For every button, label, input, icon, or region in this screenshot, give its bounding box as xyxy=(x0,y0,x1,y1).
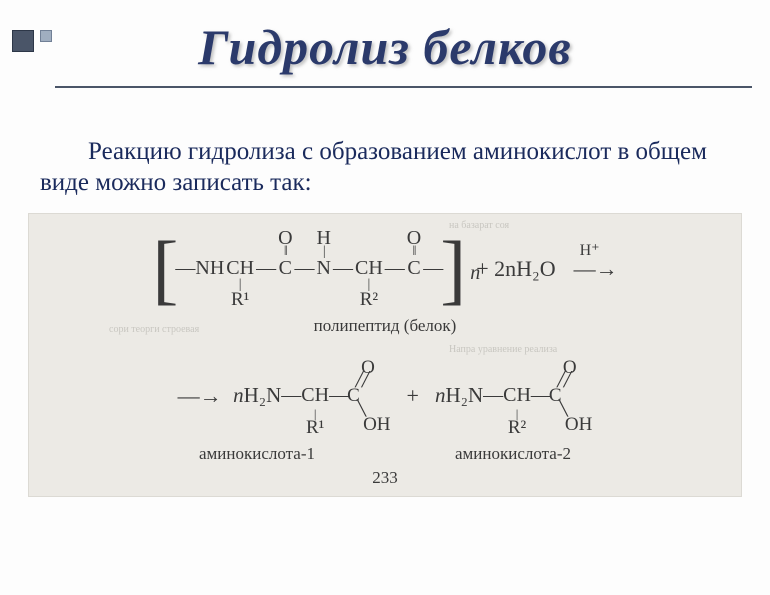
bond: —NH xyxy=(175,257,224,280)
divider-line xyxy=(55,86,752,88)
carbonyl-1: O ‖ C xyxy=(278,228,292,310)
carbonyl-2: O ‖ C xyxy=(407,228,421,310)
plus-sign: + 2nH₂O xyxy=(476,256,555,282)
catalyst-label: H⁺ xyxy=(580,240,600,260)
reaction-line-2: —→ n H₂N — CH | R¹ — O ╱╱ C ╲ OH + xyxy=(49,354,721,438)
product-labels: аминокислота-1 аминокислота-2 xyxy=(49,444,721,464)
plus-sign: + xyxy=(407,383,419,409)
bond: — xyxy=(295,257,315,280)
slide-title: Гидролиз белков xyxy=(0,18,770,76)
reaction-line-1: [ —NH CH | R¹ — O ‖ C — H | N — xyxy=(49,228,721,310)
reaction-arrow: H⁺ —→ xyxy=(574,256,618,282)
corner-decoration xyxy=(12,30,52,57)
bond: — xyxy=(385,257,405,280)
bullet-small xyxy=(40,30,52,42)
bullet-large xyxy=(12,30,34,52)
nh-group: H | N xyxy=(317,228,331,310)
amino-acid-2: n H₂N — CH | R² — O ╱╱ C ╲ OH xyxy=(435,354,592,438)
cooh-group: O ╱╱ C ╲ OH xyxy=(549,358,592,434)
continuation-arrow: —→ xyxy=(178,383,228,409)
polymer-label: полипептид (белок) xyxy=(49,316,721,336)
aa1-label: аминокислота-1 xyxy=(199,444,315,464)
subscript-n: n xyxy=(470,243,480,303)
ch-r1-group: CH | R¹ xyxy=(226,228,254,310)
ch-r1: CH | R¹ xyxy=(301,354,329,438)
bond: — xyxy=(333,257,353,280)
bracket-right: ] n xyxy=(440,239,466,299)
h2n: H₂N xyxy=(244,383,282,408)
aa2-label: аминокислота-2 xyxy=(455,444,571,464)
coef-n: n xyxy=(435,383,446,408)
cooh-group: O ╱╱ C ╲ OH xyxy=(347,358,390,434)
amino-acid-1: n H₂N — CH | R¹ — O ╱╱ C ╲ OH xyxy=(233,354,390,438)
ch-r2: CH | R² xyxy=(503,354,531,438)
formula-container: на базарат соя сори теорги строевая Напр… xyxy=(28,213,742,497)
h2n: H₂N xyxy=(445,383,483,408)
bond: — xyxy=(256,257,276,280)
bracket-left: [ xyxy=(152,239,178,299)
page-number: 233 xyxy=(49,468,721,488)
ch-r2-group: CH | R² xyxy=(355,228,383,310)
intro-text: Реакцию гидролиза с образованием аминоки… xyxy=(40,136,730,199)
coef-n: n xyxy=(233,383,244,408)
